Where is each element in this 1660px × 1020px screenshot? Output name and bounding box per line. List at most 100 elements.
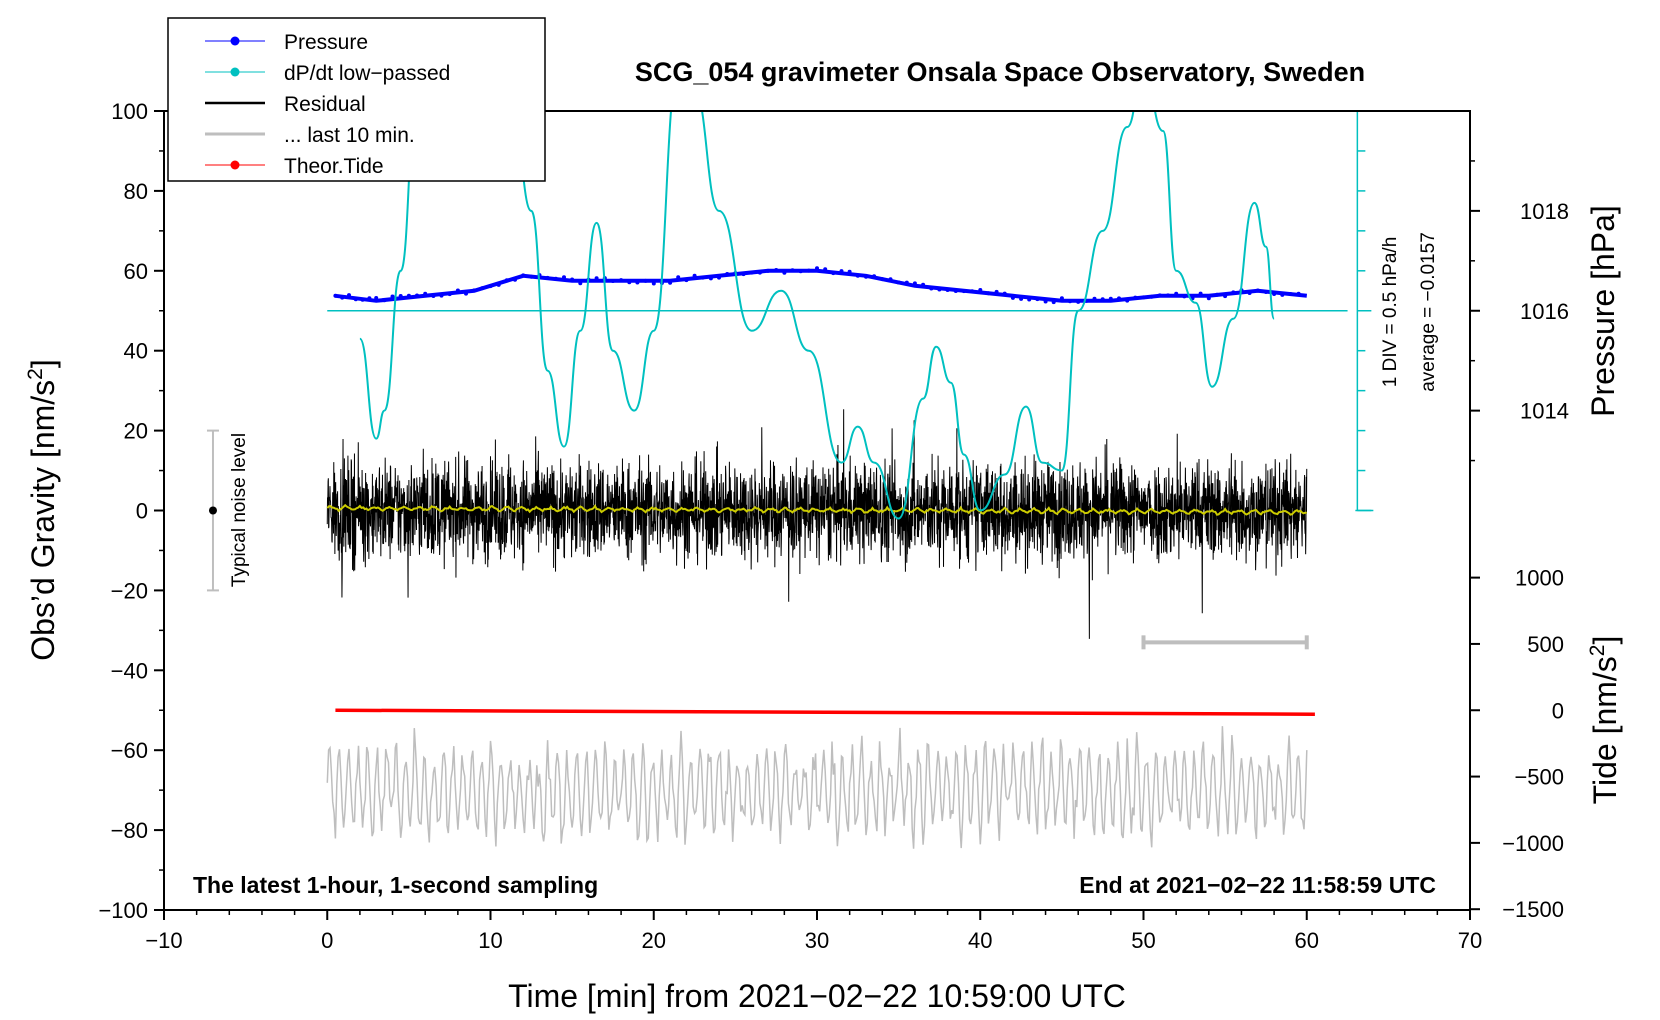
y-tick-label: −80	[111, 818, 148, 843]
pressure-point	[1092, 296, 1097, 301]
noise-bar-center	[208, 506, 217, 515]
x-tick-label: 20	[642, 928, 666, 953]
pressure-point	[1166, 293, 1170, 298]
pressure-point	[774, 268, 779, 272]
pressure-point	[464, 291, 468, 296]
noise-level-bar	[206, 429, 219, 592]
residual-series	[326, 409, 1308, 639]
pressure-point	[1223, 294, 1228, 299]
pressure-point	[529, 274, 534, 279]
tide-tick-label: −1500	[1502, 897, 1564, 922]
pressure-point	[872, 274, 877, 279]
pressure-point	[953, 289, 958, 293]
tide-tick-label: −1000	[1502, 831, 1564, 856]
pressure-point	[553, 276, 558, 281]
pressure-point	[1263, 290, 1268, 294]
note-sampling: The latest 1-hour, 1-second sampling	[193, 872, 598, 898]
pressure-point	[578, 281, 583, 286]
pressure-point	[651, 281, 656, 286]
pressure-point	[1296, 291, 1301, 296]
legend-label: ... last 10 min.	[284, 124, 415, 147]
pressure-point	[423, 291, 428, 296]
pressure-point	[782, 270, 787, 275]
pressure-point	[562, 275, 566, 280]
pressure-point	[831, 271, 836, 276]
pressure-point	[994, 289, 999, 294]
pressure-point	[1255, 288, 1260, 293]
pressure-point	[937, 287, 942, 292]
pressure-point	[1182, 294, 1187, 299]
chart-title: SCG_054 gravimeter Onsala Space Observat…	[635, 57, 1365, 87]
pressure-point	[700, 275, 705, 280]
pressure-point	[986, 291, 991, 296]
pressure-point	[1157, 293, 1162, 298]
pressure-point	[970, 289, 975, 294]
pressure-point	[717, 275, 721, 280]
pressure-point	[513, 277, 517, 282]
pressure-point	[766, 268, 770, 273]
tide-tick-label: 0	[1552, 698, 1564, 723]
pressure-tick-label: 1018	[1520, 199, 1569, 224]
pressure-point	[806, 268, 811, 273]
legend-label: Pressure	[284, 31, 368, 54]
pressure-point	[1035, 297, 1040, 302]
legend-label: dP/dt low−passed	[284, 62, 450, 85]
y-axis-label-pressure: Pressure [hPa]	[1585, 205, 1621, 417]
pressure-point	[684, 278, 689, 283]
pressure-point	[798, 269, 803, 274]
pressure-point	[847, 269, 852, 274]
dpdt-series	[327, 111, 1348, 520]
x-tick-label: 0	[321, 928, 333, 953]
x-tick-label: 40	[968, 928, 992, 953]
pressure-point	[1002, 291, 1007, 296]
pressure-point	[1288, 292, 1293, 296]
pressure-point	[472, 288, 477, 293]
pressure-point	[912, 281, 917, 286]
last-10-min-line	[326, 726, 1308, 849]
pressure-point	[1272, 292, 1277, 296]
pressure-point	[1149, 294, 1154, 299]
dpdt-line	[358, 111, 1276, 520]
pressure-point	[635, 280, 640, 285]
pressure-point	[855, 273, 860, 278]
pressure-point	[1027, 297, 1032, 302]
pressure-point	[333, 293, 338, 298]
pressure-point	[406, 293, 411, 298]
x-tick-label: 30	[805, 928, 829, 953]
y-tick-label: 20	[124, 419, 148, 444]
pressure-point	[488, 284, 493, 289]
last-10-min-series	[326, 726, 1308, 849]
legend-box	[167, 17, 546, 182]
pressure-point	[1068, 299, 1072, 304]
y-axis-label-tide: Tide [nm/s2]	[1586, 636, 1623, 805]
pressure-series	[333, 266, 1308, 305]
pressure-point	[390, 294, 395, 299]
pressure-point	[1141, 295, 1146, 300]
y-tick-label: 60	[124, 259, 148, 284]
y-tick-label: 80	[124, 179, 148, 204]
x-tick-label: 70	[1458, 928, 1482, 953]
y-tick-label: 0	[136, 499, 148, 524]
legend-label: Residual	[284, 93, 366, 116]
pressure-point	[496, 282, 501, 287]
theoretical-tide-series	[335, 708, 1315, 716]
noise-level-label: Typical noise level	[229, 433, 250, 587]
tide-tick-label: 1000	[1515, 566, 1564, 591]
pressure-point	[1043, 299, 1048, 304]
legend-marker	[230, 160, 240, 170]
tide-tick-label: −500	[1514, 765, 1564, 790]
theoretical-tide-line	[335, 708, 1315, 716]
pressure-point	[347, 293, 351, 298]
pressure-point	[790, 268, 795, 273]
y-tick-label: 100	[111, 99, 148, 124]
pressure-point	[1206, 296, 1211, 301]
pressure-point	[880, 277, 885, 282]
y-tick-label: −20	[111, 578, 148, 603]
pressure-point	[839, 269, 844, 274]
pressure-point	[415, 293, 419, 298]
residual-line	[326, 409, 1308, 639]
pressure-point	[545, 275, 550, 280]
pressure-point	[896, 280, 901, 285]
y-tick-label: −40	[111, 658, 148, 683]
